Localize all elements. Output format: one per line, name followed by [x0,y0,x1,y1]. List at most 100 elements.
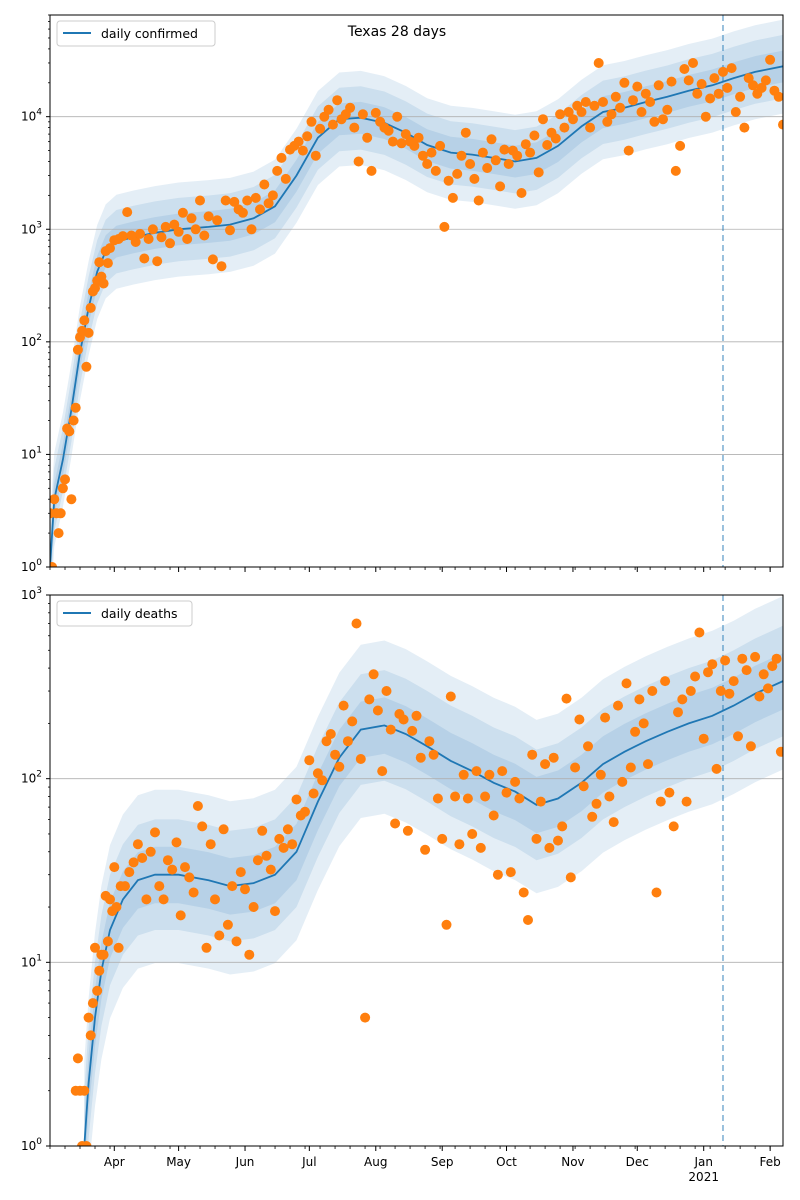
x-tick-label: Oct [496,1155,517,1169]
data-point [180,862,190,873]
data-point [304,755,315,766]
y-tick-label: 100 [21,558,42,574]
x-tick-label: Dec [626,1155,649,1169]
data-point [510,776,521,787]
data-point [525,147,536,158]
data-point [580,97,591,107]
data-point [583,741,593,752]
data-point [392,111,403,122]
data-point [426,147,437,158]
y-tick-exponent: 3 [36,586,42,596]
data-point [137,853,148,863]
data-point [231,936,242,947]
data-point [675,140,686,151]
data-point [265,864,276,875]
data-point [87,998,98,1009]
y-tick-exponent: 4 [36,108,42,118]
y-tick-exponent: 2 [36,333,42,343]
data-point [366,165,377,176]
data-point [711,763,722,774]
data-point [452,168,463,179]
data-point [651,887,662,898]
chart-title: Texas 28 days [347,24,446,40]
data-point [760,75,771,86]
y-tick-exponent: 1 [36,445,42,455]
data-point [720,655,731,666]
data-point [55,508,66,519]
data-point [437,833,448,844]
data-point [259,179,270,190]
data-point [763,683,773,694]
data-point [662,104,673,115]
data-point [645,97,656,107]
data-point [227,881,238,892]
data-point [306,116,317,127]
data-point [602,116,613,127]
x-tick-label: Feb [760,1155,781,1169]
data-point [484,769,495,780]
data-point [413,132,424,143]
data-point [398,714,409,725]
data-point [523,915,533,925]
data-point [653,80,664,91]
data-point [184,872,195,883]
data-point [167,864,178,875]
data-point [385,724,396,735]
data-point [718,66,728,77]
data-point [212,215,223,226]
data-point [98,278,109,289]
data-point [402,825,413,836]
data-point [246,224,257,235]
data-point [435,140,446,151]
data-point [72,1053,83,1064]
y-tick-base: 10 [21,110,36,124]
data-point [681,796,692,807]
data-point [50,494,60,505]
y-tick-exponent: 0 [36,1137,42,1147]
y-tick-base: 10 [21,447,36,461]
data-point [765,54,776,65]
data-point [634,694,645,705]
data-point [143,234,154,244]
data-point [445,691,456,702]
data-point [145,846,156,857]
y-tick-base: 10 [21,588,36,602]
data-point [338,700,349,711]
data-point [430,165,441,176]
data-point [677,694,688,705]
data-point [606,109,617,120]
data-point [270,906,280,917]
data-point [415,752,426,763]
data-point [90,283,100,294]
data-point [610,91,621,102]
data-point [619,77,630,88]
data-point [497,766,508,777]
data-point [598,97,608,107]
data-point [447,192,458,203]
data-point [773,91,783,102]
data-point [122,207,133,218]
data-point [767,661,778,672]
data-point [81,1141,92,1146]
data-point [353,156,364,167]
data-point [92,985,103,996]
data-point [57,483,68,494]
data-point [83,327,94,338]
data-point [351,618,362,629]
data-point [480,791,491,802]
y-tick-label: 100 [21,1137,42,1153]
data-point [679,64,690,74]
data-point [197,821,208,832]
data-point [263,198,274,209]
data-point [518,887,529,898]
data-point [90,942,100,953]
data-point [139,253,150,264]
data-point [330,749,341,760]
data-point [664,787,675,798]
data-point [302,131,313,142]
data-point [192,801,203,811]
data-point [458,769,469,780]
data-point [141,894,152,905]
data-point [102,258,113,269]
